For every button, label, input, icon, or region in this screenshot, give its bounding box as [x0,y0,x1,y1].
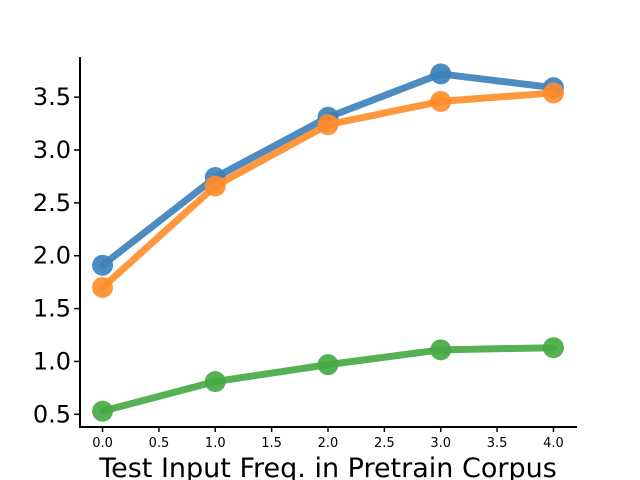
x-tick-label: 1.0 [205,436,226,451]
data-point [317,114,339,136]
series-2 [92,82,564,298]
axis-ticks: 0.5 1.0 1.5 2.0 2.5 3.0 3.5 0.0 0.5 1.0 1.5 2.0 2.5 3… [33,83,564,451]
data-point [317,354,339,376]
x-tick-label: 3.5 [487,436,508,451]
x-tick-label: 2.0 [318,436,339,451]
series-layer [92,63,564,422]
y-tick-label: 2.5 [33,189,71,217]
data-point [204,371,226,393]
y-tick-label: 2.0 [33,242,71,270]
x-tick-label: 0.0 [92,436,113,451]
data-point [542,82,564,104]
series-3 [92,337,564,422]
data-point [430,63,452,85]
series-line [99,70,557,269]
x-tick-label: 3.0 [430,436,451,451]
y-tick-label: 0.5 [33,400,71,428]
data-point [430,339,452,361]
data-point [204,175,226,197]
x-tick-label: 1.5 [261,436,282,451]
data-point [92,276,114,298]
x-tick-label: 4.0 [543,436,564,451]
data-point [92,400,114,422]
y-tick-label: 1.5 [33,295,71,323]
y-tick-label: 3.0 [33,136,71,164]
x-tick-label: 2.5 [374,436,395,451]
x-tick-label: 0.5 [149,436,170,451]
y-tick-label: 3.5 [33,83,71,111]
data-point [92,254,114,276]
data-point [430,90,452,112]
x-axis-label: Test Input Freq. in Pretrain Corpus [98,453,557,480]
y-tick-label: 1.0 [33,347,71,375]
data-point [542,337,564,359]
